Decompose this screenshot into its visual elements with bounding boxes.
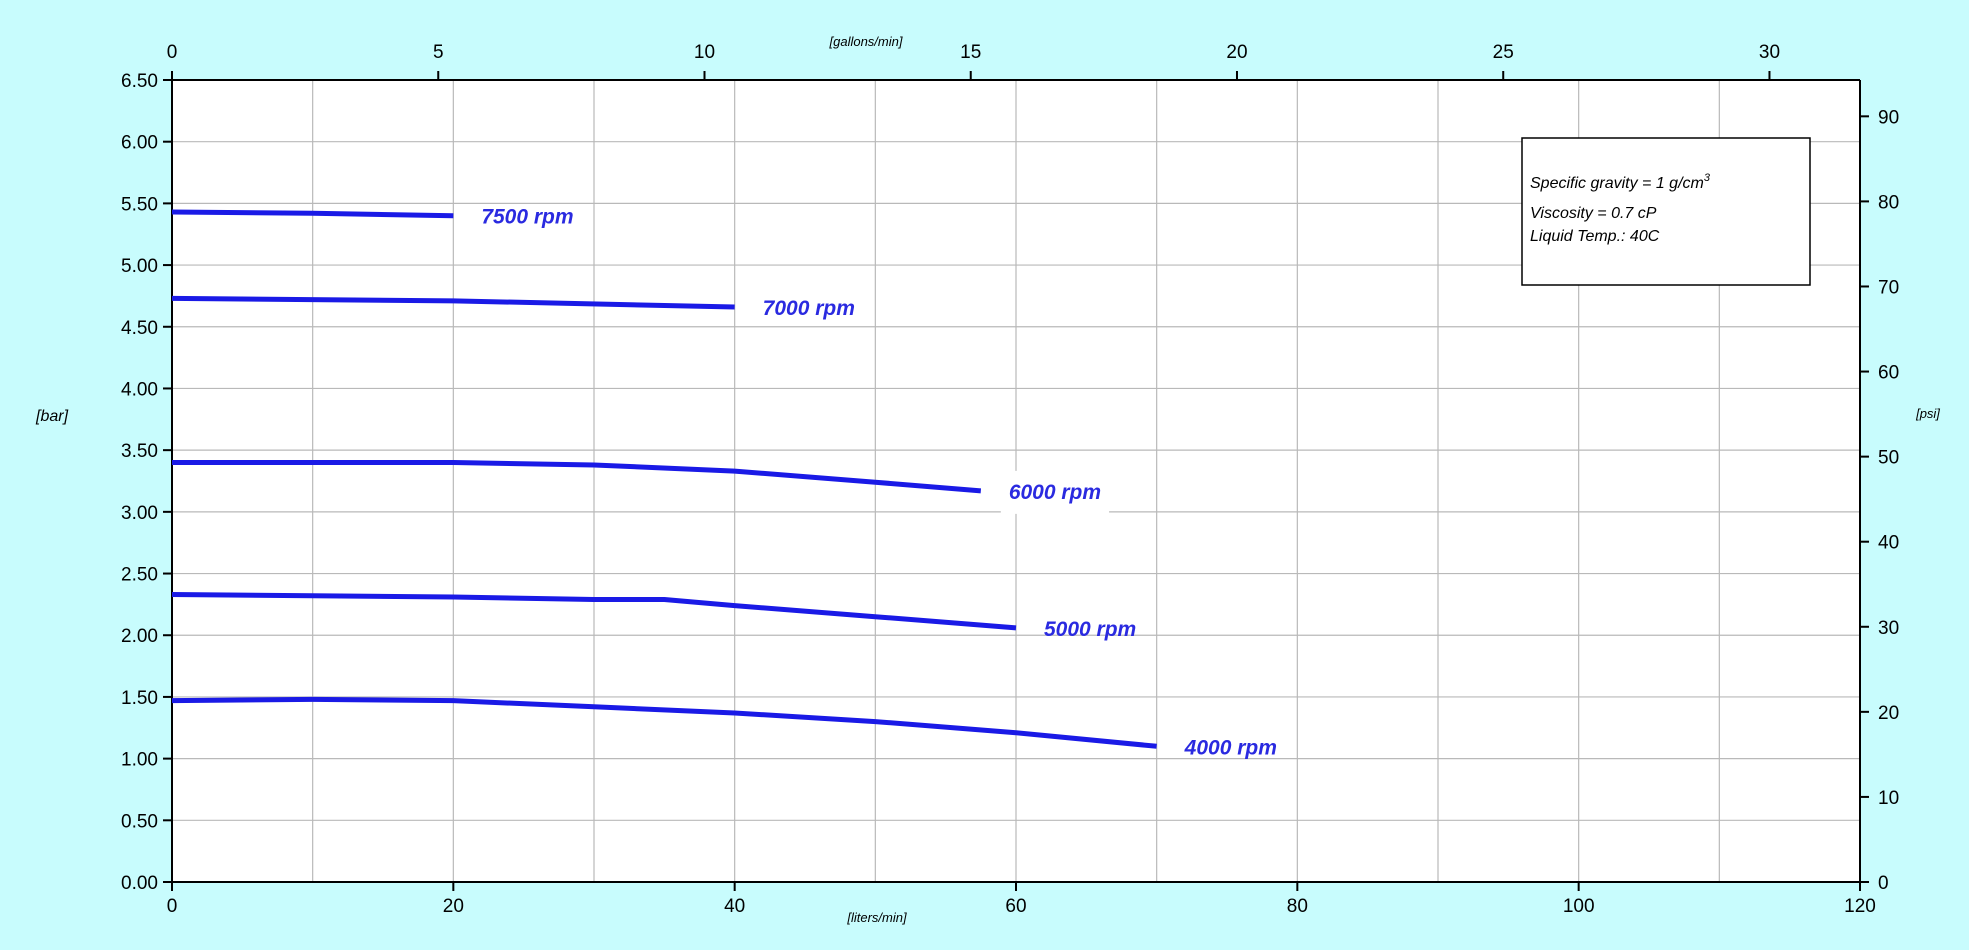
x-tick-label: 60 [1005,896,1026,917]
y-axis-title: [bar] [35,408,69,425]
y2-tick-label: 0 [1878,873,1889,894]
y2-tick-label: 40 [1878,533,1899,554]
y-tick-label: 6.50 [121,71,158,92]
x-axis-title: [liters/min] [846,910,907,925]
x-tick-label: 120 [1844,896,1876,917]
y-tick-label: 3.50 [121,441,158,462]
y2-tick-label: 90 [1878,107,1899,128]
x2-tick-label: 25 [1493,42,1514,63]
y-tick-label: 4.50 [121,318,158,339]
series-label: 5000 rpm [1044,618,1136,641]
series-label: 4000 rpm [1184,736,1277,759]
y-tick-label: 5.50 [121,194,158,215]
annotation-box: Specific gravity = 1 g/cm3 Viscosity = 0… [1521,137,1811,286]
x2-tick-label: 10 [694,42,715,63]
y2-tick-label: 70 [1878,277,1899,298]
annotation-border [1521,137,1811,286]
y-tick-label: 1.00 [121,750,158,771]
x-tick-label: 0 [167,896,178,917]
series-label: 7000 rpm [763,297,855,320]
y-tick-label: 2.50 [121,565,158,586]
annotation-line-3: Liquid Temp.: 40C [1530,228,1660,245]
x2-tick-label: 15 [960,42,981,63]
y2-tick-label: 50 [1878,448,1899,469]
series-line [172,459,982,494]
series-line [171,209,454,219]
series-lines [171,209,1157,749]
x-tick-label: 100 [1563,896,1595,917]
series-label: 6000 rpm [1009,481,1101,504]
series-label: 7500 rpm [481,206,573,229]
annotation-superscript: 3 [1704,172,1711,184]
y2-tick-label: 30 [1878,618,1899,639]
series-line [171,592,1017,631]
y-tick-label: 6.00 [121,133,158,154]
y-tick-label: 3.00 [121,503,158,524]
annotation-line-2: Viscosity = 0.7 cP [1530,205,1657,222]
y2-tick-label: 10 [1878,788,1899,809]
y2-axis-title: [psi] [1915,406,1940,421]
x-tick-label: 40 [724,896,745,917]
x2-tick-label: 0 [167,42,178,63]
y-tick-label: 1.50 [121,688,158,709]
x2-tick-label: 30 [1759,42,1780,63]
x2-tick-label: 5 [433,42,444,63]
x-tick-label: 80 [1287,896,1308,917]
y-tick-label: 0.00 [121,873,158,894]
y-tick-label: 5.00 [121,256,158,277]
y-tick-label: 2.00 [121,626,158,647]
annotation-line-1: Specific gravity = 1 g/cm3 [1530,172,1711,192]
x2-tick-label: 20 [1226,42,1247,63]
series-line [171,295,735,310]
grid [172,80,1860,882]
y-tick-label: 0.50 [121,811,158,832]
series-labels: 7500 rpm 7000 rpm 6000 rpm 5000 rpm 4000 rpm [481,206,1277,760]
y-tick-label: 4.00 [121,379,158,400]
series-label-background [1000,470,1110,514]
series-line [171,696,1157,749]
y2-tick-label: 20 [1878,703,1899,724]
x-tick-label: 20 [443,896,464,917]
y2-tick-label: 60 [1878,363,1899,384]
y2-tick-label: 80 [1878,192,1899,213]
x2-axis-title: [gallons/min] [829,34,903,49]
